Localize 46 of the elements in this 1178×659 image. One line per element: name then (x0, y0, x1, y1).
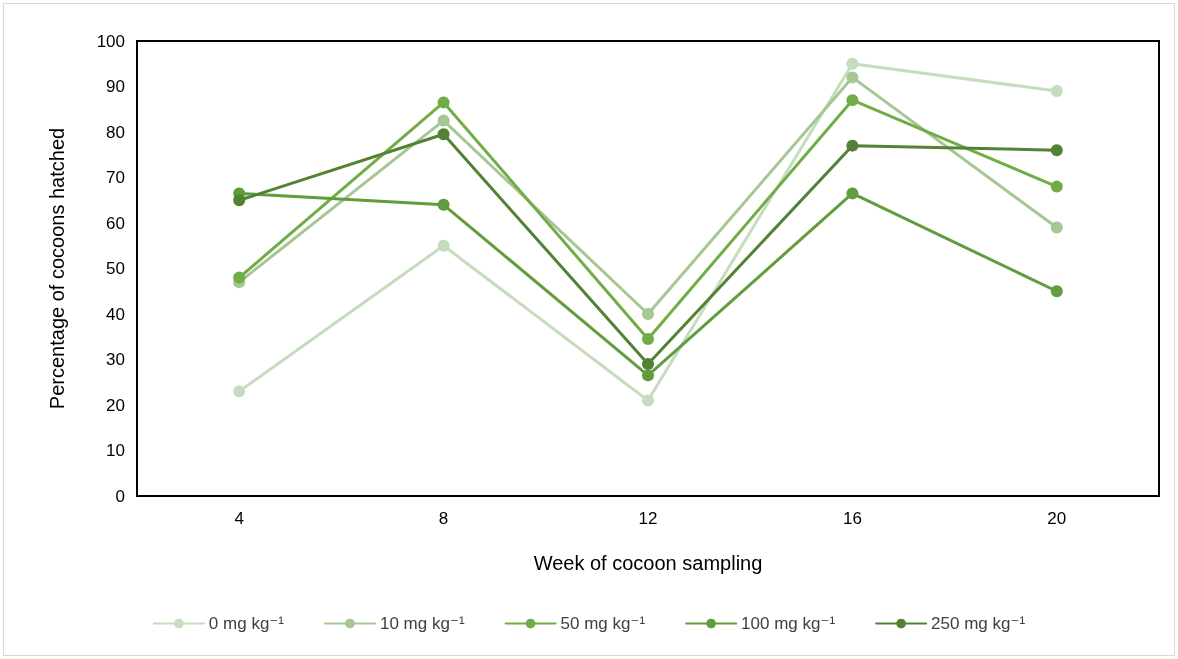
x-tick-label: 20 (1047, 509, 1067, 528)
point (437, 114, 450, 127)
point (1050, 221, 1063, 234)
x-tick-label: 4 (234, 509, 244, 528)
point (846, 57, 859, 70)
point (642, 394, 654, 407)
x-tick-label: 8 (438, 509, 449, 528)
point (233, 194, 246, 207)
y-tick-label: 40 (106, 304, 125, 324)
y-tick-label: 50 (106, 259, 125, 278)
y-tick-label: 30 (106, 350, 125, 369)
point (846, 71, 859, 84)
legend-label: 250 mg kg⁻¹ (931, 614, 1026, 633)
point (233, 385, 246, 398)
legend-label: 100 mg kg⁻¹ (741, 614, 836, 633)
point (437, 198, 450, 211)
point (846, 94, 859, 107)
x-tick-label: 16 (842, 509, 862, 528)
point (642, 369, 654, 382)
legend-label: 0 mg kg⁻¹ (208, 614, 285, 633)
point (437, 96, 450, 109)
x-axis-title: Week of cocoon sampling (533, 552, 763, 574)
point (437, 128, 450, 141)
point (846, 187, 859, 200)
point (437, 239, 450, 252)
point (642, 308, 654, 320)
y-axis-title: Percentage of cocoons hatched (46, 127, 68, 410)
legend-label: 50 mg kg⁻¹ (560, 614, 646, 633)
y-tick-label: 70 (106, 168, 125, 187)
y-tick-label: 80 (106, 122, 125, 142)
y-tick-label: 10 (106, 441, 125, 460)
point (233, 271, 246, 284)
y-tick-label: 0 (115, 486, 125, 506)
legend-label: 10 mg kg⁻¹ (379, 614, 465, 633)
y-tick-label: 60 (106, 213, 125, 233)
y-tick-label: 90 (106, 77, 125, 96)
y-tick-label: 20 (106, 395, 125, 415)
y-tick-label: 100 (96, 31, 125, 51)
point (642, 333, 654, 346)
point (846, 139, 859, 152)
point (1050, 180, 1063, 193)
x-tick-label: 12 (638, 509, 658, 528)
point (1050, 144, 1063, 157)
point (1050, 285, 1063, 298)
point (642, 358, 654, 371)
point (1050, 85, 1063, 98)
